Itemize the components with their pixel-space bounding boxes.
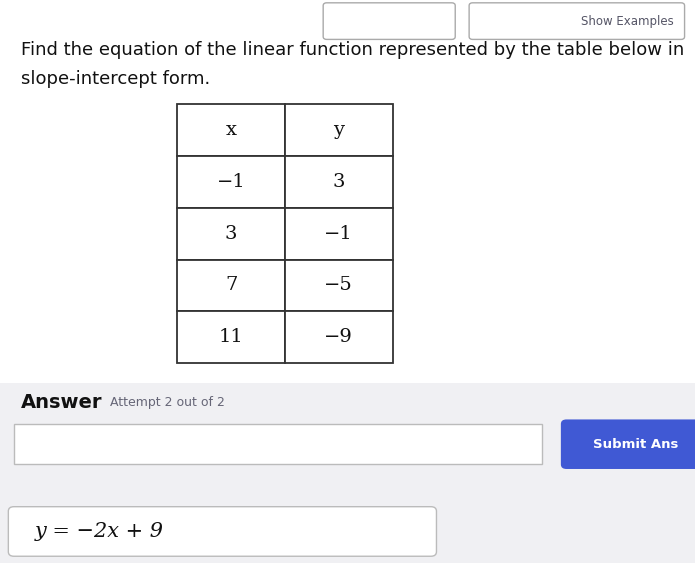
FancyBboxPatch shape	[8, 507, 436, 556]
FancyBboxPatch shape	[469, 3, 685, 39]
Bar	[0, 0, 695, 394]
Text: 3: 3	[333, 173, 345, 191]
Bar	[177, 311, 285, 363]
Text: 11: 11	[219, 328, 243, 346]
Text: y: y	[334, 121, 344, 139]
Text: Submit Ans: Submit Ans	[594, 437, 678, 451]
Bar	[285, 156, 393, 208]
Bar	[285, 104, 393, 156]
Text: Show Examples: Show Examples	[582, 15, 674, 28]
Text: x: x	[226, 121, 236, 139]
Text: slope-intercept form.: slope-intercept form.	[21, 70, 210, 88]
Text: 7: 7	[225, 276, 237, 294]
Bar	[285, 208, 393, 260]
FancyBboxPatch shape	[14, 424, 542, 464]
Bar	[177, 104, 285, 156]
Text: y = −2x + 9: y = −2x + 9	[35, 522, 164, 541]
Text: −1: −1	[217, 173, 245, 191]
Bar	[285, 311, 393, 363]
Text: 3: 3	[225, 225, 237, 243]
Text: −1: −1	[325, 225, 353, 243]
Text: Find the equation of the linear function represented by the table below in: Find the equation of the linear function…	[21, 41, 684, 59]
Text: Attempt 2 out of 2: Attempt 2 out of 2	[110, 396, 224, 409]
Bar	[177, 260, 285, 311]
Text: −9: −9	[325, 328, 353, 346]
Bar	[177, 208, 285, 260]
Bar	[285, 260, 393, 311]
FancyBboxPatch shape	[323, 3, 455, 39]
Bar	[0, 383, 695, 563]
Text: Answer: Answer	[21, 393, 102, 412]
Bar	[177, 156, 285, 208]
FancyBboxPatch shape	[561, 419, 695, 469]
Text: −5: −5	[325, 276, 353, 294]
